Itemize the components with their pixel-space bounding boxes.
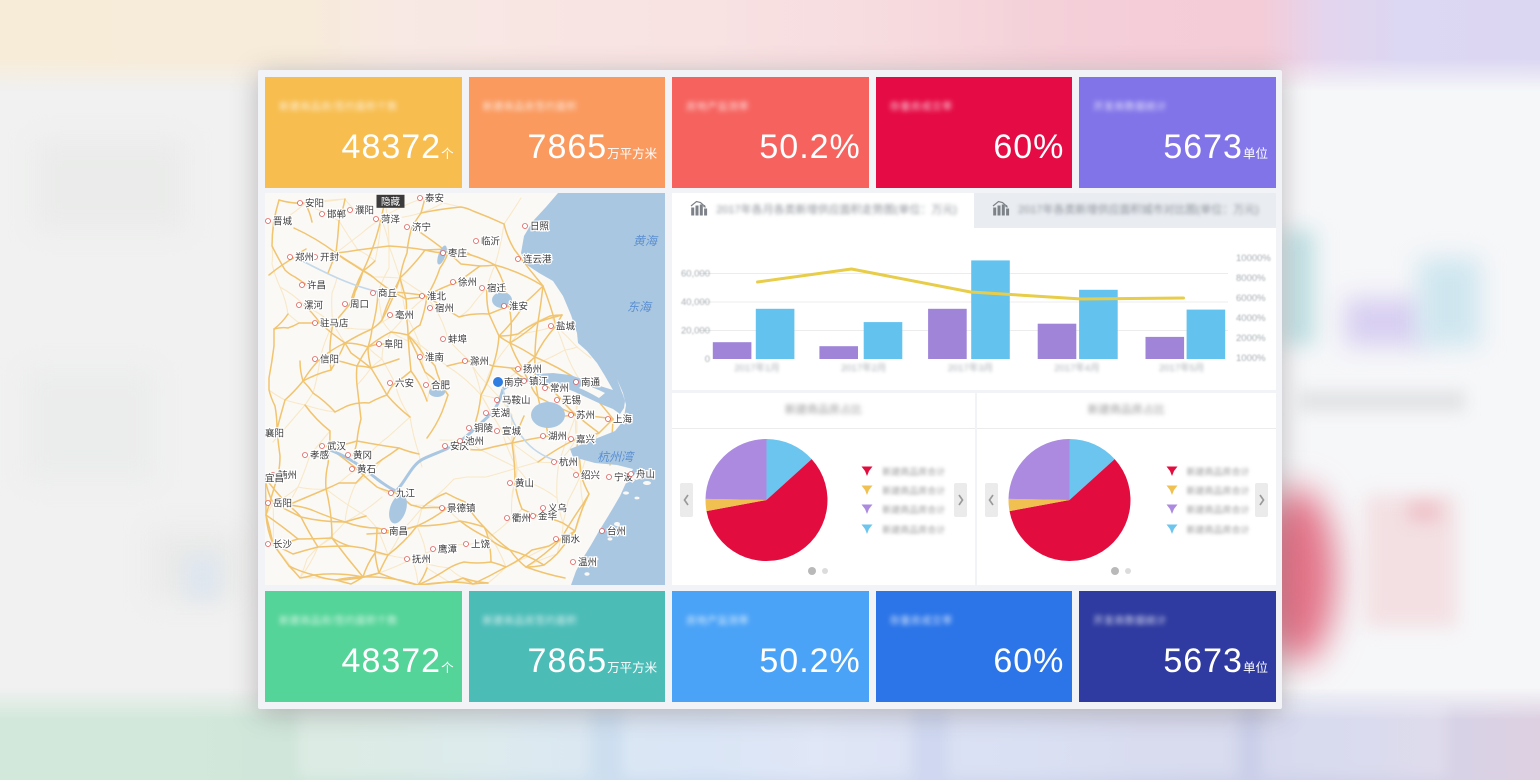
svg-text:铜陵: 铜陵: [474, 423, 494, 435]
svg-text:黄山: 黄山: [515, 478, 534, 490]
svg-text:镇江: 镇江: [529, 376, 549, 388]
svg-text:九江: 九江: [396, 488, 416, 500]
svg-text:6000%: 6000%: [1236, 293, 1266, 304]
svg-text:温州: 温州: [578, 558, 597, 569]
svg-text:60,000: 60,000: [681, 269, 710, 280]
svg-text:随州: 随州: [278, 470, 297, 482]
svg-text:南京: 南京: [504, 377, 523, 389]
svg-text:枣庄: 枣庄: [448, 248, 468, 260]
svg-text:日照: 日照: [530, 222, 550, 233]
svg-text:连云港: 连云港: [523, 254, 552, 266]
svg-text:岳阳: 岳阳: [273, 498, 292, 510]
svg-text:上海: 上海: [613, 414, 633, 426]
svg-text:合肥: 合肥: [431, 380, 451, 392]
svg-text:徐州: 徐州: [458, 277, 477, 289]
svg-text:马鞍山: 马鞍山: [502, 395, 531, 407]
svg-text:鹰潭: 鹰潭: [438, 544, 458, 556]
svg-text:郑州: 郑州: [295, 252, 314, 264]
svg-text:长沙: 长沙: [273, 539, 293, 551]
svg-text:常州: 常州: [550, 383, 569, 395]
svg-text:隐藏: 隐藏: [381, 196, 401, 208]
svg-text:2017年4月: 2017年4月: [1054, 362, 1099, 374]
svg-text:安庆: 安庆: [450, 441, 470, 453]
svg-text:丽水: 丽水: [561, 534, 581, 546]
svg-text:阜阳: 阜阳: [384, 339, 403, 351]
svg-text:40,000: 40,000: [681, 297, 710, 308]
svg-text:信阳: 信阳: [320, 354, 339, 366]
svg-text:舟山: 舟山: [636, 469, 655, 481]
svg-text:2000%: 2000%: [1236, 333, 1266, 344]
svg-text:淮安: 淮安: [509, 301, 528, 313]
svg-text:宜昌: 宜昌: [265, 473, 284, 485]
svg-text:临沂: 临沂: [481, 236, 501, 248]
svg-text:台州: 台州: [607, 526, 626, 538]
svg-text:宿州: 宿州: [435, 303, 454, 315]
svg-text:菏泽: 菏泽: [381, 215, 401, 226]
svg-text:邯郸: 邯郸: [327, 209, 347, 221]
svg-text:泰安: 泰安: [425, 193, 444, 205]
svg-text:许昌: 许昌: [307, 280, 326, 292]
svg-text:孝感: 孝感: [310, 450, 330, 462]
svg-text:蚌埠: 蚌埠: [448, 334, 468, 346]
svg-text:六安: 六安: [395, 378, 414, 390]
svg-text:0: 0: [705, 354, 710, 365]
svg-text:抚州: 抚州: [412, 554, 431, 566]
svg-text:20,000: 20,000: [681, 326, 710, 337]
svg-text:安阳: 安阳: [305, 198, 324, 210]
svg-text:周口: 周口: [350, 300, 369, 311]
svg-text:杭州湾: 杭州湾: [597, 450, 635, 464]
svg-text:1000%: 1000%: [1236, 353, 1266, 364]
svg-text:淮南: 淮南: [425, 352, 444, 364]
svg-text:武汉: 武汉: [327, 441, 347, 453]
svg-text:滁州: 滁州: [470, 356, 489, 368]
svg-text:济宁: 济宁: [412, 222, 431, 234]
svg-text:黄石: 黄石: [357, 464, 376, 476]
svg-text:驻马店: 驻马店: [320, 318, 349, 330]
svg-text:2017年1月: 2017年1月: [735, 362, 780, 374]
svg-text:亳州: 亳州: [395, 310, 414, 322]
svg-text:2017年3月: 2017年3月: [948, 362, 993, 374]
svg-text:黄海: 黄海: [633, 234, 659, 248]
svg-text:扬州: 扬州: [523, 364, 542, 376]
svg-text:湖州: 湖州: [548, 432, 567, 443]
svg-text:濮阳: 濮阳: [355, 205, 374, 217]
svg-text:漯河: 漯河: [304, 300, 324, 312]
svg-text:宿迁: 宿迁: [487, 283, 507, 295]
svg-text:苏州: 苏州: [576, 410, 595, 422]
svg-text:2017年5月: 2017年5月: [1159, 362, 1204, 374]
svg-text:南昌: 南昌: [389, 526, 408, 538]
svg-text:嘉兴: 嘉兴: [576, 434, 595, 446]
svg-text:南通: 南通: [581, 377, 601, 389]
svg-text:4000%: 4000%: [1236, 313, 1266, 324]
svg-text:宣城: 宣城: [502, 426, 522, 438]
svg-text:杭州: 杭州: [559, 457, 578, 469]
svg-text:10000%: 10000%: [1236, 253, 1271, 264]
svg-text:东海: 东海: [627, 300, 653, 314]
svg-text:商丘: 商丘: [378, 288, 398, 300]
svg-text:开封: 开封: [320, 252, 340, 264]
svg-text:襄阳: 襄阳: [265, 428, 284, 440]
svg-text:淮北: 淮北: [427, 292, 447, 303]
svg-text:黄冈: 黄冈: [353, 450, 372, 462]
svg-text:晋城: 晋城: [273, 217, 293, 228]
svg-text:上饶: 上饶: [471, 539, 491, 551]
svg-text:衢州: 衢州: [512, 513, 531, 525]
svg-text:8000%: 8000%: [1236, 273, 1266, 284]
svg-text:芜湖: 芜湖: [491, 408, 510, 420]
svg-text:池州: 池州: [465, 436, 484, 448]
svg-text:金华: 金华: [538, 511, 558, 523]
svg-text:无锡: 无锡: [562, 395, 581, 407]
svg-text:景德镇: 景德镇: [447, 503, 476, 515]
svg-text:2017年2月: 2017年2月: [841, 362, 886, 374]
svg-text:盐城: 盐城: [556, 321, 576, 333]
svg-text:义乌: 义乌: [548, 503, 567, 515]
svg-text:绍兴: 绍兴: [581, 470, 600, 482]
